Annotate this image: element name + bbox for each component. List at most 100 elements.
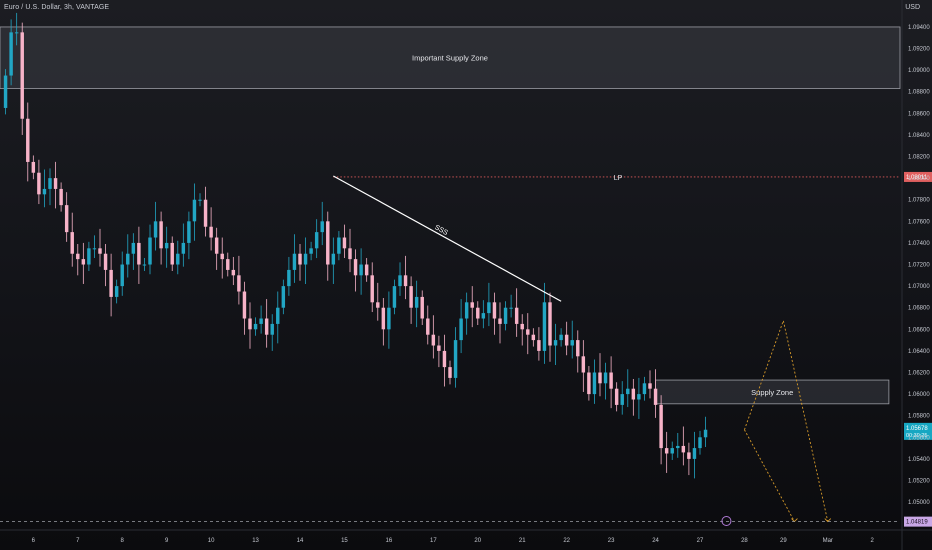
candle-body [464, 302, 469, 319]
candle-body [553, 340, 558, 346]
candle-body [559, 334, 563, 341]
candle-body [631, 388, 636, 400]
candle-body [326, 221, 330, 265]
time-tick-label: 14 [297, 538, 304, 544]
price-tick-label: 1.06600 [908, 327, 930, 333]
time-tick-label: 15 [341, 538, 348, 544]
candle-body [120, 264, 124, 287]
candle-body [331, 253, 336, 265]
candle-body [409, 286, 413, 308]
candle-body [676, 445, 680, 449]
candle-body [431, 334, 436, 346]
candle-body [592, 372, 597, 395]
time-tick-label: 22 [563, 538, 570, 544]
candle-body [531, 334, 536, 341]
candle-body [203, 199, 208, 227]
candle-body [298, 253, 302, 265]
price-tick-label: 1.08400 [908, 133, 930, 139]
candle-body [414, 296, 419, 308]
price-tick-label: 1.06200 [908, 371, 930, 377]
candle-body [48, 178, 52, 189]
candle-body [642, 383, 647, 395]
price-tick-label: 1.09200 [908, 47, 930, 53]
time-tick-label: 8 [121, 538, 125, 544]
candle-body [170, 242, 174, 265]
candle-body [14, 32, 19, 34]
price-tick-label: 1.05800 [908, 414, 930, 420]
candle-body [181, 242, 186, 254]
candle-body [242, 291, 247, 319]
candle-body [359, 264, 363, 276]
time-tick-label: 16 [386, 538, 393, 544]
candle-body [620, 394, 624, 405]
price-tick-label: 1.07800 [908, 198, 930, 204]
candle-body [503, 307, 508, 324]
candle-body [153, 221, 158, 238]
time-tick-label: 27 [697, 538, 704, 544]
candle-body [614, 388, 619, 405]
price-tick-label: 1.08800 [908, 90, 930, 96]
price-tick-label: 1.06800 [908, 306, 930, 312]
time-axis[interactable]: 6 7 8 9 10 13 14 15 16 17 20 21 22 23 24 27 28 29 Mar 2 [32, 538, 875, 544]
lp-price-tag [904, 171, 932, 182]
candle-body [520, 323, 524, 330]
candle-body [670, 448, 674, 454]
price-tick-label: 1.09000 [908, 68, 930, 74]
price-tick-label: 1.05000 [908, 500, 930, 506]
candle-body [548, 302, 552, 346]
candle-body [142, 264, 147, 266]
time-tick-label: 13 [252, 538, 259, 544]
candle-body [470, 302, 474, 308]
candle-body [103, 253, 108, 270]
candle-body [509, 307, 513, 309]
candle-body [81, 259, 86, 265]
candle-body [514, 307, 519, 324]
candle-body [698, 437, 702, 449]
price-tick-label: 1.07400 [908, 241, 930, 247]
candle-body [659, 404, 663, 449]
projection-path [744, 319, 829, 522]
price-tick-label: 1.05200 [908, 478, 930, 484]
low-price-tag-label: 1.04819 [906, 520, 928, 526]
candle-body [459, 318, 463, 341]
candle-body [337, 237, 341, 254]
candle-body [220, 253, 224, 260]
candle-body [126, 253, 130, 265]
candle-body [20, 32, 24, 119]
candle-body [637, 394, 641, 400]
candle-body [114, 286, 119, 297]
candle-body [426, 318, 430, 335]
candle-body [370, 275, 374, 303]
price-tick-label: 1.07000 [908, 284, 930, 290]
candle-body [437, 345, 441, 351]
lp-label: LP [614, 175, 623, 182]
candle-body [320, 221, 324, 233]
candle-body [392, 286, 397, 308]
candle-body [309, 248, 313, 254]
time-tick-label: 20 [474, 538, 481, 544]
candle-body [703, 429, 708, 438]
candle-body [226, 259, 230, 270]
time-tick-label: 29 [780, 538, 787, 544]
price-tick-label: 1.07200 [908, 263, 930, 269]
candle-body [581, 356, 586, 373]
candle-body [353, 259, 358, 276]
candle-body [292, 253, 297, 270]
candle-body [9, 32, 13, 76]
supply-zone-label: Supply Zone [751, 388, 793, 397]
lp-price-tag-label: 1.08011 [906, 175, 928, 181]
price-tick-label: 1.07600 [908, 219, 930, 225]
candle-body [109, 269, 113, 297]
candle-body [692, 448, 697, 459]
candle-body [681, 445, 686, 453]
candle-body [348, 248, 352, 260]
candle-body [420, 296, 424, 319]
low-price-tag [904, 516, 932, 527]
time-tick-label: 23 [608, 538, 615, 544]
price-axis[interactable]: 1.09400 1.09200 1.09000 1.08800 1.08600 1.084… [908, 25, 930, 506]
price-tick-label: 1.05600 [908, 435, 930, 441]
candle-body [237, 275, 241, 292]
